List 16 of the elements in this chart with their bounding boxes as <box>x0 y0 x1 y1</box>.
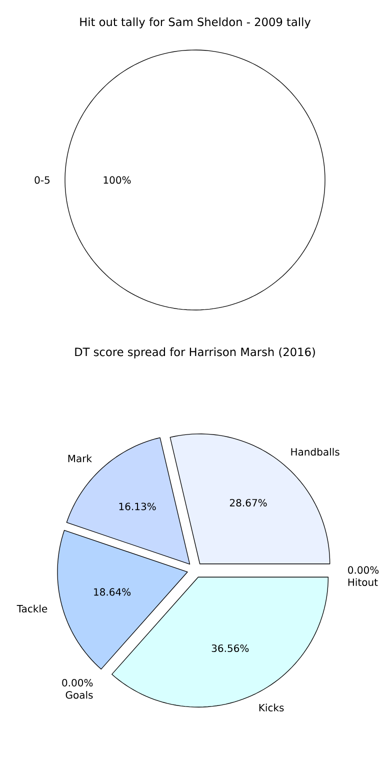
data-label: 36.56% <box>212 644 249 652</box>
category-label: Goals <box>66 691 93 699</box>
data-label: 100% <box>104 176 131 184</box>
chart-title: DT score spread for Harrison Marsh (2016) <box>75 347 315 358</box>
text: 0.00% <box>62 678 93 687</box>
slice-label: Mark <box>68 454 92 462</box>
category-label: Hitout <box>348 578 378 586</box>
slice-label: 0-5 <box>34 176 50 184</box>
data-label: 16.13% <box>119 502 156 510</box>
slice-label: Tackle <box>16 604 48 612</box>
chart-title: Hit out tally for Sam Sheldon - 2009 tally <box>80 17 311 28</box>
data-label: 18.64% <box>94 588 131 596</box>
data-label: 28.67% <box>230 498 267 507</box>
slice-label: Handballs <box>291 448 340 456</box>
slice-label: Kicks <box>259 704 284 712</box>
text: 0.00% <box>348 566 379 574</box>
